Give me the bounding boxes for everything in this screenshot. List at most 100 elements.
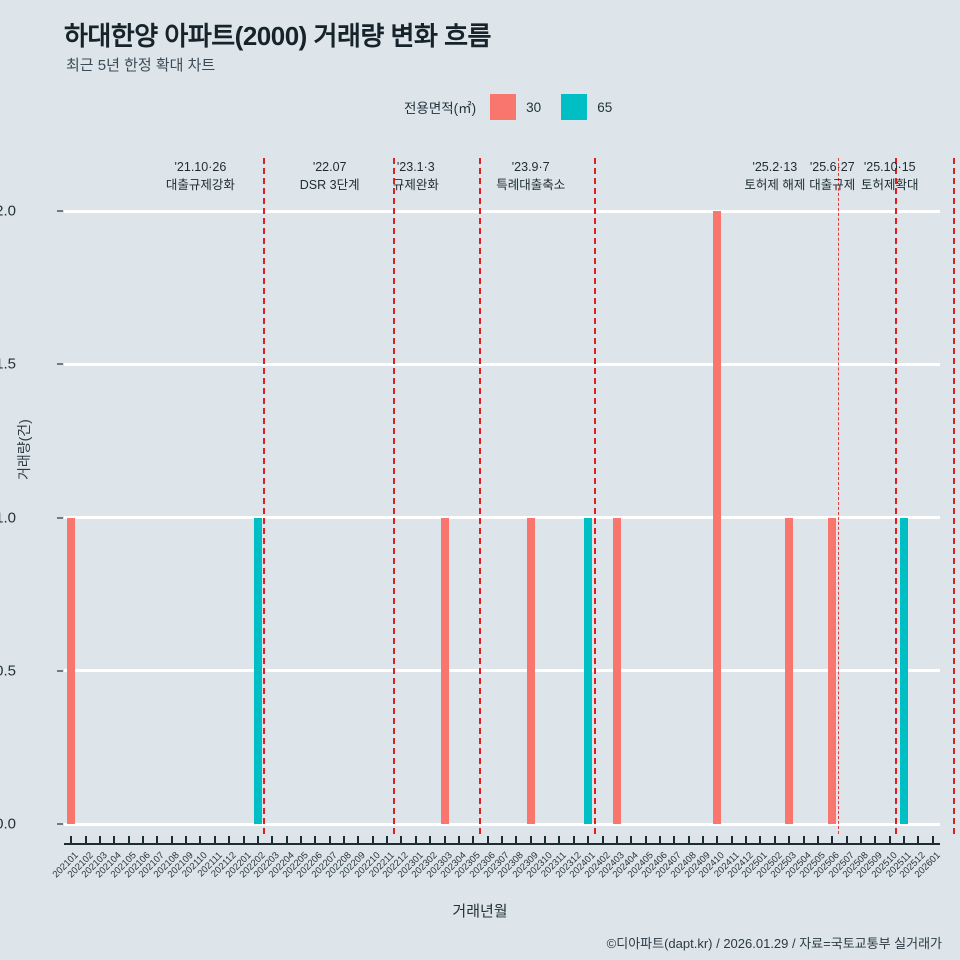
x-axis-tick [874,836,877,845]
x-axis-tick [199,836,202,845]
x-axis-tick [386,836,389,845]
x-axis-tick [242,836,245,845]
annotation-date: '23.1·3 [396,160,435,174]
annotation-label: '23.1·3 규제완화 [346,158,486,194]
x-axis-tick [156,836,159,845]
annotation-date: '23.9·7 [511,160,550,174]
y-axis-tick-mark [57,516,63,519]
x-axis-tick [917,836,920,845]
x-axis-tick [558,836,561,845]
bar [785,517,794,824]
x-axis-tick [759,836,762,845]
annotation-label: '25.10·15 토허제확대 [820,158,960,194]
bar [440,517,449,824]
bar [253,517,262,824]
x-axis-tick [357,836,360,845]
annotation-line [895,158,898,834]
page-subtitle: 최근 5년 한정 확대 차트 [66,57,216,74]
annotation-line [263,158,266,834]
x-axis-tick [98,836,101,845]
x-axis-tick [615,836,618,845]
annotation-date: '25.2·13 [752,160,798,174]
x-axis-tick [141,836,144,845]
x-axis-tick [658,836,661,845]
x-axis-tick [429,836,432,845]
annotation-text: 대출규제 [809,178,856,193]
x-axis-tick [529,836,532,845]
page-title: 하대한양 아파트(2000) 거래량 변화 흐름 [64,21,491,51]
x-axis-tick [788,836,791,845]
x-axis-tick [343,836,346,845]
annotation-line [478,158,481,834]
legend-swatch-65 [561,94,588,120]
x-axis-tick [544,836,547,845]
x-axis-tick [673,836,676,845]
x-axis-tick [328,836,331,845]
footer-credit: ©디아파트(dapt.kr) / 2026.01.29 / 자료=국토교통부 실… [606,936,942,951]
x-axis-tick [716,836,719,845]
x-axis-tick [414,836,417,845]
y-axis-title: 거래량(건) [16,419,32,480]
x-axis-tick [443,836,446,845]
x-axis-tick [501,836,503,845]
annotation-label: '25.6·27 대출규제 [762,158,902,194]
x-axis-tick [285,836,288,845]
x-axis-tick [127,836,130,845]
x-axis-tick [745,836,748,845]
bar [828,517,837,824]
y-axis-tick-label: 0.0 [0,815,16,833]
x-axis-tick [687,836,690,845]
x-axis-tick [185,836,188,845]
gridline [64,362,940,366]
x-axis-tick [113,836,116,845]
x-axis-tick [314,836,317,845]
x-axis-tick [601,836,604,845]
x-axis-tick [472,836,475,845]
annotation-text: 토허제확대 [860,178,919,193]
x-axis-title: 거래년월 [452,903,508,920]
bar [526,517,535,824]
gridline [64,209,940,213]
annotation-date: '25.10·15 [863,160,916,174]
x-axis-tick [931,836,934,845]
bar [900,517,909,824]
x-axis-tick [84,836,87,845]
annotation-label: '21.10·26 대출규제강화 [130,158,270,194]
x-axis-tick [888,836,891,845]
annotation-text: 대출규제강화 [165,178,235,193]
x-axis-tick [486,836,489,845]
legend-title: 전용면적(㎡) [404,101,477,116]
x-axis-tick [271,836,274,845]
x-axis-tick [213,836,216,845]
bar [67,517,76,824]
legend: 전용면적(㎡) 30 65 [404,94,632,120]
x-axis-tick [816,836,819,845]
annotation-line [392,158,395,834]
annotation-line [593,158,596,834]
x-axis-tick [228,836,231,845]
annotation-text: 특례대출축소 [496,178,566,193]
x-axis-tick [371,836,374,845]
legend-label-30: 30 [526,99,542,115]
x-axis-tick [644,836,647,845]
gridline [64,516,940,519]
legend-label-65: 65 [597,99,613,115]
annotation-date: '22.07 [312,160,347,174]
y-axis-tick-mark [57,210,63,212]
annotation-label: '25.2·13 토허제 해제 [705,158,845,194]
x-axis-tick [702,836,705,845]
x-axis-tick [572,836,575,845]
x-axis-tick [831,836,834,845]
x-axis-tick [845,836,848,845]
y-axis-tick-mark [57,363,63,366]
x-axis-tick [457,836,460,845]
legend-swatch-30 [490,94,517,120]
bar [612,517,621,824]
annotation-text: 토허제 해제 [744,178,806,193]
x-axis-tick [630,836,633,845]
gridline [64,669,940,673]
annotation-line [952,158,955,834]
annotation-label: '23.9·7 특례대출축소 [461,158,601,194]
x-axis-tick [587,836,590,845]
